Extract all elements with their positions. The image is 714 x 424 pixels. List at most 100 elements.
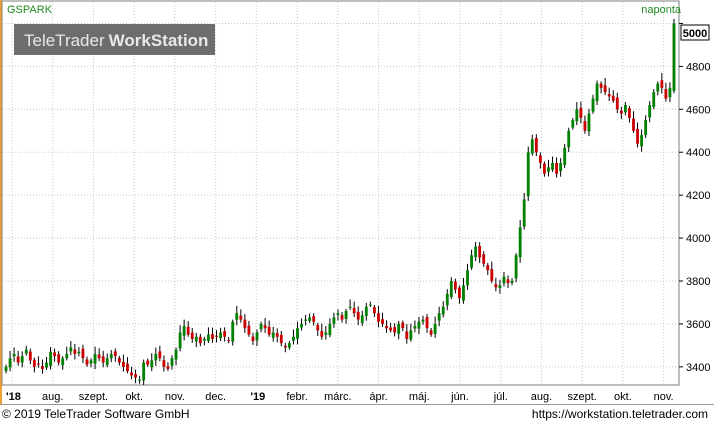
candle-body	[178, 332, 182, 349]
candle-body	[425, 317, 429, 329]
watermark-text: TeleTrader WorkStation	[24, 31, 208, 50]
candle-body	[304, 319, 308, 321]
candle-body	[543, 163, 546, 174]
x-tick-label: aug.	[42, 391, 63, 403]
candle-body	[632, 118, 635, 131]
candle-body	[85, 359, 89, 365]
y-tick-label: 4200	[686, 190, 710, 202]
candle-body	[462, 285, 465, 301]
candle-body	[640, 135, 644, 147]
candle-body	[263, 325, 267, 329]
candle-body	[664, 89, 668, 99]
candle-body	[619, 110, 623, 114]
candle-body	[211, 333, 214, 339]
candle-body	[595, 83, 599, 102]
candle-body	[648, 105, 652, 118]
candle-body	[32, 359, 36, 367]
candle-body	[364, 306, 368, 316]
candle-body	[652, 92, 656, 107]
candle-body	[372, 307, 376, 314]
candle-body	[122, 361, 125, 367]
candle-body	[360, 315, 364, 323]
candle-body	[207, 334, 210, 341]
candle-body	[449, 280, 453, 298]
candle-body	[142, 362, 146, 381]
candle-body	[417, 321, 421, 329]
candle-body	[393, 327, 397, 333]
candle-body	[405, 331, 409, 339]
candle-body	[198, 336, 202, 344]
candle-body	[628, 108, 631, 118]
candle-body	[150, 360, 154, 368]
candle-body	[239, 315, 243, 320]
candle-body	[20, 356, 24, 363]
candle-body	[45, 362, 48, 368]
candle-body	[401, 322, 405, 329]
candle-body	[243, 319, 247, 329]
last-value-box	[680, 24, 710, 41]
candle-body	[130, 372, 133, 376]
watermark-box	[14, 24, 215, 55]
candle-body	[182, 326, 186, 336]
candle-body	[603, 85, 607, 93]
candle-body	[227, 340, 231, 342]
candle-body	[555, 162, 558, 174]
candle-body	[340, 315, 344, 320]
candle-body	[583, 121, 587, 131]
candle-body	[117, 358, 121, 363]
y-tick-label: 3400	[686, 362, 710, 374]
candle-body	[668, 87, 672, 98]
candle-body	[421, 319, 425, 322]
candle-body	[474, 246, 478, 258]
x-tick-label: nov.	[654, 391, 674, 403]
candle-body	[453, 281, 457, 290]
candle-body	[607, 94, 611, 97]
candle-body	[644, 120, 648, 136]
candle-body	[429, 330, 433, 335]
y-axis: 3400 3600 3800 4000 4200 4400 4600 4800	[679, 22, 710, 374]
candle-body	[223, 331, 227, 337]
x-tick-label: febr.	[286, 391, 307, 403]
x-axis: '18 aug. szept. okt. nov. dec. '19 febr. márc. áp…	[6, 391, 674, 403]
candle-body	[300, 323, 303, 328]
candle-body	[28, 351, 32, 361]
candle-body	[502, 276, 506, 284]
candle-body	[186, 326, 190, 335]
candle-body	[571, 120, 575, 128]
candle-body	[247, 325, 251, 335]
y-tick-label: 3800	[686, 276, 710, 288]
y-tick-label: 3600	[686, 319, 710, 331]
candle-body	[202, 338, 206, 341]
candle-body	[587, 113, 591, 132]
candle-body	[259, 323, 263, 330]
candle-body	[126, 363, 129, 372]
candle-body	[283, 345, 287, 348]
y-tick-label: 4600	[686, 104, 710, 116]
candle-body	[356, 311, 360, 320]
candle-body	[660, 80, 664, 88]
candle-body	[93, 353, 97, 364]
candle-body	[348, 306, 352, 308]
candle-body	[534, 138, 538, 153]
accent-strip	[0, 0, 2, 404]
candle-body	[490, 268, 494, 281]
candle-body	[77, 351, 81, 354]
candle-body	[466, 270, 469, 286]
x-tick-label: márc.	[324, 391, 352, 403]
candle-body	[134, 374, 137, 378]
candle-body	[368, 304, 372, 306]
candle-body	[559, 162, 563, 172]
candle-body	[579, 108, 583, 118]
candle-body	[292, 336, 295, 341]
candle-body	[510, 280, 514, 284]
candle-body	[162, 360, 166, 367]
candle-body	[482, 254, 486, 264]
grid	[3, 2, 678, 384]
x-tick-label: máj.	[409, 391, 430, 403]
source-url[interactable]: https://workstation.teletrader.com	[531, 407, 708, 421]
candle-body	[352, 308, 356, 314]
candle-body	[591, 98, 595, 112]
candle-body	[65, 353, 69, 359]
candle-body	[81, 348, 85, 359]
